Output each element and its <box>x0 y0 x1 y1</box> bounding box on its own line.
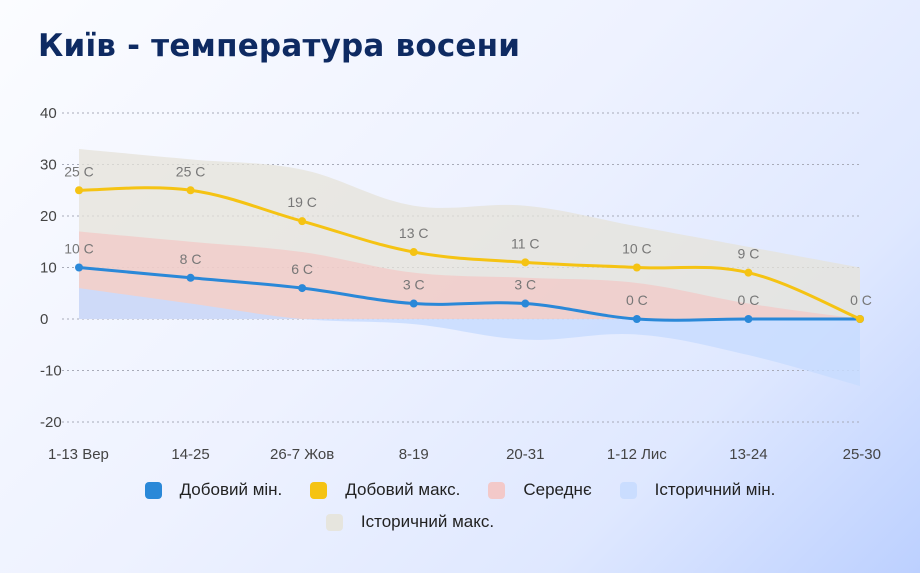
data-label-daily-min: 3 C <box>403 277 425 293</box>
data-labels: 10 C 8 C 6 C 3 C 3 C 0 C 0 C 0 C 25 C 25 C 19 C 13 … <box>64 163 872 308</box>
x-tick-label: 14-25 <box>171 446 209 463</box>
legend-swatch <box>325 513 343 531</box>
lines <box>75 186 864 323</box>
point-daily-max <box>744 268 753 277</box>
y-tick-label: -20 <box>40 414 62 431</box>
legend-item-historical-max[interactable]: Історичний макс. <box>325 512 495 532</box>
point-daily-min <box>186 273 195 282</box>
data-label-daily-min: 6 C <box>291 261 313 277</box>
y-tick-label: 30 <box>40 157 57 174</box>
point-daily-min <box>298 284 307 293</box>
legend-label: Добовий макс. <box>345 480 461 499</box>
y-tick-label: -10 <box>40 363 62 380</box>
legend-label: Історичний мін. <box>654 480 776 499</box>
axis-labels: 40 30 20 10 0 -10 -20 1-13 Вер 14-25 26-7 Жов 8-19… <box>40 105 881 463</box>
x-tick-label: 13-24 <box>729 446 767 463</box>
x-tick-label: 1-12 Лис <box>607 446 667 463</box>
point-daily-max <box>75 186 83 195</box>
data-label-daily-max: 9 C <box>738 246 760 262</box>
data-label-daily-min: 10 C <box>64 241 94 257</box>
legend-swatch <box>488 481 506 499</box>
y-tick-label: 40 <box>40 105 57 122</box>
y-tick-label: 10 <box>40 260 57 277</box>
legend-item-daily-max[interactable]: Добовий макс. <box>310 480 460 500</box>
point-daily-min <box>521 299 530 308</box>
point-daily-max <box>521 258 530 267</box>
point-daily-max <box>409 248 418 257</box>
point-daily-min <box>744 315 753 323</box>
x-tick-label: 20-31 <box>506 446 544 463</box>
chart-title: Київ - температура восени <box>38 28 521 64</box>
point-daily-min <box>75 263 83 272</box>
data-label-daily-max: 25 C <box>176 163 206 179</box>
area-average <box>79 231 860 319</box>
point-daily-max <box>298 217 307 226</box>
x-tick-label: 26-7 Жов <box>270 446 334 463</box>
area-historical-min <box>79 288 860 386</box>
data-label-daily-min: 0 C <box>738 292 760 308</box>
point-daily-max <box>632 263 641 272</box>
data-label-daily-min: 8 C <box>180 251 202 267</box>
y-tick-label: 0 <box>40 311 48 328</box>
legend-label: Добовий мін. <box>179 480 283 499</box>
point-daily-min <box>632 315 641 323</box>
legend-item-historical-min[interactable]: Історичний мін. <box>619 480 776 500</box>
legend-row: Добовий мін. Добовий макс. Середнє Історичн… <box>0 480 920 500</box>
data-label-daily-max: 10 C <box>622 241 652 257</box>
data-label-daily-min: 0 C <box>850 292 872 308</box>
y-tick-label: 20 <box>40 208 57 225</box>
x-tick-label: 8-19 <box>399 446 429 463</box>
data-label-daily-max: 13 C <box>399 225 429 241</box>
legend-label: Історичний макс. <box>360 512 495 531</box>
legend-row: Історичний макс. <box>0 512 920 532</box>
legend-item-daily-min[interactable]: Добовий мін. <box>144 480 283 500</box>
data-label-daily-max: 19 C <box>287 194 317 210</box>
legend: Добовий мін. Добовий макс. Середнє Історичн… <box>0 480 920 532</box>
legend-swatch <box>619 481 637 499</box>
legend-label: Середнє <box>523 480 592 499</box>
data-label-daily-max: 25 C <box>64 163 94 179</box>
data-label-daily-min: 3 C <box>514 277 536 293</box>
data-label-daily-min: 0 C <box>626 292 648 308</box>
legend-swatch <box>144 481 162 499</box>
point-daily-max <box>186 186 195 195</box>
data-label-daily-max: 11 C <box>511 235 540 251</box>
legend-swatch <box>310 481 328 499</box>
legend-item-average[interactable]: Середнє <box>488 480 592 500</box>
series-line-daily-min <box>78 266 860 322</box>
x-tick-label: 25-30 <box>843 446 881 463</box>
point-daily-max <box>856 315 864 323</box>
chart: 10 C 8 C 6 C 3 C 3 C 0 C 0 C 0 C 25 C 25 C 19 C 13 … <box>40 105 881 463</box>
point-daily-min <box>409 299 418 308</box>
areas <box>79 149 860 386</box>
x-tick-label: 1-13 Вер <box>48 446 109 463</box>
